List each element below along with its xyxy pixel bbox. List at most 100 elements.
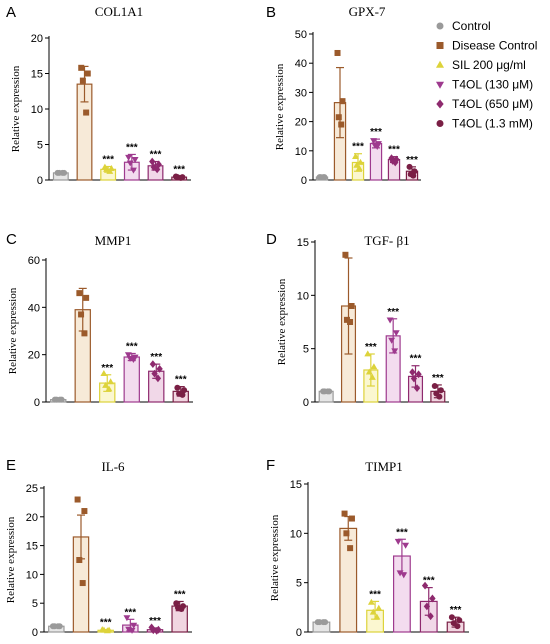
data-point [107, 378, 115, 385]
data-point [81, 508, 88, 515]
data-point [343, 316, 350, 323]
significance-label: *** [388, 145, 400, 156]
y-tick-label: 10 [31, 104, 43, 116]
significance-label: *** [102, 155, 114, 166]
panel-title: COL1A1 [95, 4, 143, 19]
significance-label: *** [365, 342, 377, 353]
data-point [334, 49, 341, 56]
data-point [131, 157, 139, 164]
y-tick-label: 15 [297, 237, 309, 249]
data-point [348, 515, 355, 522]
significance-label: *** [126, 142, 138, 153]
data-point [369, 608, 377, 615]
panel-e: E IL-6 Relative expression 0 5 10 15 20 25 *** ***… [5, 457, 192, 639]
y-axis-label: Relative expression [5, 516, 17, 603]
data-point [392, 158, 399, 167]
data-point [84, 70, 91, 77]
panel-letter: F [266, 457, 275, 474]
data-point [59, 169, 66, 176]
data-point [105, 385, 113, 392]
data-point [388, 337, 396, 344]
data-point [79, 77, 86, 84]
legend-label: Control [452, 19, 491, 33]
data-point [386, 317, 394, 324]
y-axis-label: Relative expression [269, 514, 281, 601]
data-point [335, 114, 342, 121]
significance-label: *** [423, 576, 435, 587]
data-point [76, 290, 83, 297]
data-point [421, 581, 429, 590]
data-point [406, 163, 413, 170]
significance-label: *** [100, 618, 112, 629]
panel-title: TGF- β1 [364, 233, 409, 248]
data-point [181, 387, 188, 394]
y-tick-label: 0 [32, 627, 38, 639]
data-point [123, 615, 131, 622]
panel-title: TIMP1 [365, 459, 403, 474]
data-point [78, 311, 85, 318]
data-point [347, 545, 354, 552]
data-point [339, 98, 346, 105]
data-point [320, 174, 327, 181]
legend-label: SIL 200 μg/ml [452, 58, 526, 72]
data-point [357, 158, 364, 165]
data-point [427, 612, 434, 621]
panel-b: B GPX-7 Relative expression 0 10 20 30 40 50 *** *… [266, 4, 421, 187]
y-tick-label: 5 [32, 598, 38, 610]
y-tick-label: 20 [26, 512, 38, 524]
panel-letter: B [266, 4, 276, 21]
y-tick-label: 20 [28, 350, 40, 362]
y-tick-label: 0 [301, 175, 307, 187]
data-point [415, 370, 422, 379]
significance-label: *** [174, 589, 186, 600]
data-point [103, 627, 111, 634]
data-point [83, 294, 90, 301]
data-point [402, 542, 410, 549]
y-tick-label: 10 [297, 290, 309, 302]
data-point [56, 396, 63, 403]
chart-panels: A COL1A1 Relative expression 0 5 10 15 20 *** ***… [5, 4, 469, 639]
data-point [448, 614, 455, 621]
panel-letter: A [6, 4, 16, 21]
y-tick-label: 0 [296, 627, 302, 639]
bar [339, 527, 358, 633]
data-point [76, 557, 83, 563]
y-axis-label: Relative expression [7, 287, 19, 374]
data-point [429, 594, 436, 603]
data-point [400, 572, 408, 579]
legend-item: T4OL (1.3 mM) [436, 117, 533, 131]
data-point [324, 388, 331, 395]
legend-marker [436, 42, 444, 49]
data-point [436, 393, 443, 400]
data-point [338, 121, 345, 128]
panel-f: F TIMP1 Relative expression 0 5 10 15 *** *** ***… [266, 457, 469, 639]
significance-label: *** [406, 155, 418, 166]
data-point [124, 352, 132, 359]
legend-item: Disease Control [436, 39, 537, 53]
data-point [149, 360, 157, 369]
data-point [368, 373, 376, 380]
panel-letter: C [6, 231, 17, 248]
data-point [373, 144, 381, 151]
y-tick-label: 0 [37, 175, 43, 187]
data-point [130, 167, 137, 174]
data-point [129, 357, 137, 363]
panel-title: MMP1 [95, 233, 132, 248]
y-tick-label: 60 [28, 255, 40, 267]
data-point [149, 157, 156, 166]
significance-label: *** [432, 373, 444, 384]
y-tick-label: 40 [28, 302, 40, 314]
legend-marker [435, 81, 445, 89]
y-tick-label: 5 [296, 578, 302, 590]
data-point [410, 374, 418, 383]
panel-c: C MMP1 Relative expression 0 20 40 60 *** *** ***… [6, 231, 193, 409]
data-point [370, 138, 377, 145]
y-axis-label: Relative expression [276, 278, 288, 365]
significance-label: *** [150, 150, 162, 161]
data-point [78, 64, 85, 71]
data-point [355, 164, 363, 171]
y-tick-label: 50 [295, 29, 307, 41]
significance-label: *** [410, 354, 422, 365]
data-point [391, 348, 399, 355]
